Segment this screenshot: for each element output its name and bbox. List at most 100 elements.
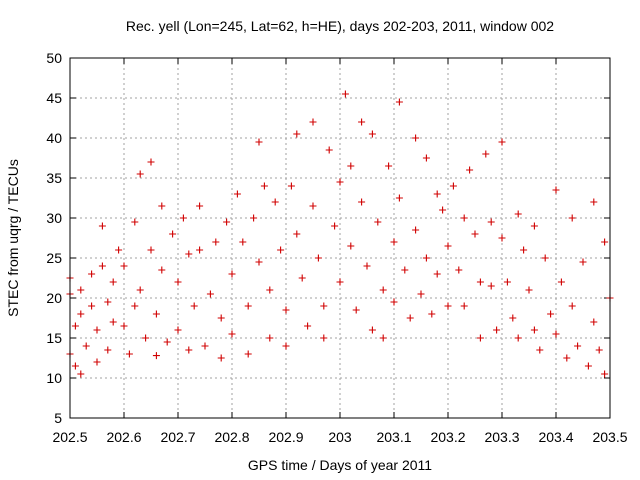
data-point [174,278,182,286]
data-point [298,274,306,282]
x-tick-label: 203.2 [430,429,465,445]
data-point [125,350,133,358]
data-point [233,190,241,198]
data-point [417,290,425,298]
data-point [601,238,609,246]
data-point [82,342,90,350]
x-tick-label: 202.5 [52,429,87,445]
data-point [93,326,101,334]
x-axis-label: GPS time / Days of year 2011 [248,457,432,473]
data-point [185,346,193,354]
data-point [563,354,571,362]
data-point [476,278,484,286]
data-point [536,346,544,354]
data-point [293,230,301,238]
data-point [422,154,430,162]
data-point [552,330,560,338]
plot-frame [69,57,611,419]
data-point [109,278,117,286]
data-point [250,214,258,222]
data-point [471,230,479,238]
data-point [260,182,268,190]
data-point [568,302,576,310]
data-point [244,302,252,310]
y-tick-label: 15 [46,330,62,346]
x-tick-label: 203.4 [538,429,573,445]
data-point [363,262,371,270]
data-point [368,326,376,334]
data-point [552,186,560,194]
data-point [228,330,236,338]
data-point [498,234,506,242]
data-point [460,214,468,222]
data-point [385,162,393,170]
data-point [136,170,144,178]
data-point [277,246,285,254]
data-point [98,262,106,270]
data-point [320,302,328,310]
data-point [331,222,339,230]
data-point [433,270,441,278]
data-point [482,150,490,158]
data-point [131,302,139,310]
data-point [77,370,85,378]
data-point [584,362,592,370]
data-point [71,322,79,330]
data-point [71,362,79,370]
data-point [444,302,452,310]
data-point [201,342,209,350]
data-point [358,198,366,206]
data-point [179,214,187,222]
data-point [401,266,409,274]
data-point [525,286,533,294]
data-point [93,358,101,366]
data-point [568,214,576,222]
data-point [212,238,220,246]
data-point [244,350,252,358]
y-tick-label: 5 [54,410,62,426]
y-tick-label: 30 [46,210,62,226]
data-point [152,352,160,360]
data-point [390,298,398,306]
data-point [395,194,403,202]
data-point [514,334,522,342]
data-point [255,138,263,146]
x-tick-label: 203 [328,429,352,445]
data-point [498,138,506,146]
y-tick-label: 25 [46,250,62,266]
data-point [509,314,517,322]
data-point [574,342,582,350]
x-tick-label: 202.9 [268,429,303,445]
data-point [455,266,463,274]
data-point [320,334,328,342]
data-point [347,162,355,170]
x-tick-label: 203.1 [376,429,411,445]
data-point [379,286,387,294]
data-point [422,254,430,262]
data-point [601,370,609,378]
data-point [152,310,160,318]
y-tick-label: 35 [46,170,62,186]
data-point [217,354,225,362]
tick-labels: 202.5 202.6 202.7 202.8 202.9 203 203.1 203.2 20… [46,50,627,445]
data-point [428,310,436,318]
data-markers [66,90,614,378]
data-point [185,250,193,258]
data-point [77,310,85,318]
data-point [493,326,501,334]
data-point [163,338,171,346]
grid-lines [70,58,610,418]
data-point [104,298,112,306]
data-point [282,342,290,350]
data-point [309,202,317,210]
data-point [595,346,603,354]
data-point [412,226,420,234]
data-point [379,334,387,342]
data-point [147,158,155,166]
data-point [541,254,549,262]
data-point [77,286,85,294]
data-point [341,90,349,98]
data-point [174,326,182,334]
x-tick-label: 202.6 [106,429,141,445]
y-tick-label: 45 [46,90,62,106]
